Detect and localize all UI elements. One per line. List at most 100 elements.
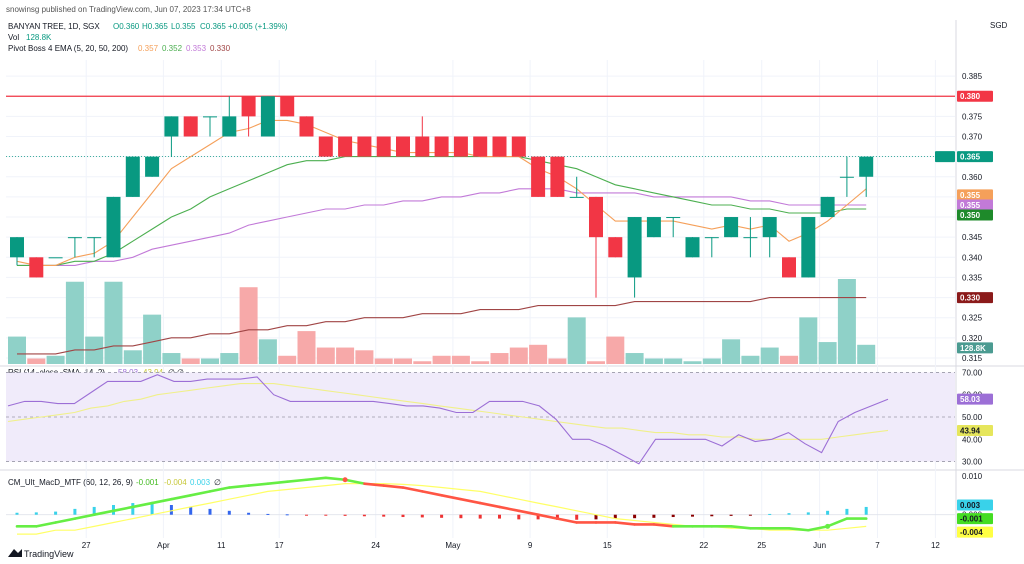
macd-histogram-bar xyxy=(671,514,675,518)
macd-histogram-bar xyxy=(440,514,444,518)
macd-line-segment xyxy=(208,486,231,493)
candle-body xyxy=(145,156,160,177)
price-axis-tick: 0.325 xyxy=(962,314,983,323)
volume-bar xyxy=(548,358,567,364)
macd-line-segment xyxy=(34,521,57,528)
macd-cross-dot xyxy=(825,523,831,529)
macd-label[interactable]: CM_Ult_MacD_MTF (60, 12, 26, 9) xyxy=(8,478,133,487)
macd-histogram-bar xyxy=(169,505,173,515)
candle-body xyxy=(820,196,835,218)
volume-bar xyxy=(837,279,856,364)
volume-bar xyxy=(471,361,490,364)
macd-line-segment xyxy=(131,501,154,509)
volume-bar xyxy=(799,317,818,364)
macd-histogram-bar xyxy=(864,506,868,515)
time-axis-tick: 24 xyxy=(371,541,380,550)
volume-bar xyxy=(587,361,605,364)
volume-bar xyxy=(606,336,625,364)
candle-body xyxy=(492,136,507,157)
candle-body xyxy=(569,196,584,198)
tradingview-logo[interactable]: TradingView xyxy=(8,549,74,559)
candle-body xyxy=(260,96,275,137)
macd-histogram-bar xyxy=(305,514,308,516)
time-axis-tick: 12 xyxy=(931,541,940,550)
price-tag-bg xyxy=(957,199,993,211)
candle-body xyxy=(839,176,854,178)
volume-bar xyxy=(65,281,84,364)
macd-histogram-bar xyxy=(652,514,656,518)
volume-bar xyxy=(27,358,46,364)
candle-body xyxy=(724,217,739,238)
candle-body xyxy=(299,116,314,137)
macd-line-segment xyxy=(787,526,810,532)
price-axis-tick: 0.375 xyxy=(962,112,983,121)
macd-histogram-bar xyxy=(73,508,77,515)
volume-bar xyxy=(567,317,586,364)
macd-histogram-bar xyxy=(806,512,810,515)
macd-histogram-bar xyxy=(633,514,637,519)
time-axis-tick: 17 xyxy=(275,541,284,550)
symbol-line[interactable]: BANYAN TREE, 1D, SGX xyxy=(8,22,100,31)
candle-body xyxy=(67,237,82,239)
macd-histogram-bar xyxy=(536,514,540,520)
macd-histogram-bar xyxy=(34,512,38,515)
candle-body xyxy=(531,156,546,197)
macd-line-segment xyxy=(459,497,482,505)
macd-histogram-bar xyxy=(247,512,251,515)
macd-line-segment xyxy=(150,497,173,505)
macd-legend: CM_Ult_MacD_MTF (60, 12, 26, 9) -0.001 -… xyxy=(8,478,221,487)
candle-body xyxy=(511,136,526,157)
macd-line-segment xyxy=(73,513,96,520)
candle-body xyxy=(376,136,391,157)
macd-histogram-bar xyxy=(92,506,96,515)
macd-histogram-bar xyxy=(478,514,482,519)
candle-body xyxy=(29,257,44,278)
rsi-tag-bg xyxy=(957,424,993,436)
macd-line-segment xyxy=(170,493,192,501)
price-legend: BANYAN TREE, 1D, SGX O0.360 H0.365 L0.35… xyxy=(8,22,288,53)
macd-signal-value: -0.004 xyxy=(164,478,187,487)
volume-bar xyxy=(413,361,432,364)
volume-bar xyxy=(336,347,355,364)
macd-histogram-bar xyxy=(189,506,193,515)
candle-body xyxy=(106,196,121,258)
volume-bar xyxy=(316,347,335,364)
published-caption: snowinsg published on TradingView.com, J… xyxy=(6,5,251,14)
ema200-value: 0.330 xyxy=(210,44,231,53)
macd-histogram-bar xyxy=(131,503,135,515)
candle-body xyxy=(222,116,237,137)
price-axis-tick: 0.335 xyxy=(962,273,983,282)
candle-body xyxy=(164,116,179,137)
candle-body xyxy=(473,136,488,157)
volume-bar xyxy=(818,342,837,364)
volume-bar xyxy=(201,358,219,364)
time-axis-tick: May xyxy=(445,541,460,550)
vol-label[interactable]: Vol xyxy=(8,33,19,42)
macd-line-segment xyxy=(498,505,521,513)
macd-cross-dot xyxy=(342,477,348,483)
volume-bar xyxy=(8,336,26,364)
ema50-line xyxy=(17,188,867,266)
tag-layer: 0.3800.3650.3550.3550.3500.330128.8K58.0… xyxy=(935,90,993,538)
price-tag-bg xyxy=(957,342,993,354)
ema50-value: 0.353 xyxy=(186,44,207,53)
time-axis-tick: Jun xyxy=(813,541,826,550)
volume-bar xyxy=(143,314,162,364)
macd-line-segment xyxy=(54,517,77,524)
macd-histogram-bar xyxy=(54,511,58,515)
candle-body xyxy=(10,237,24,258)
volume-bar xyxy=(451,355,470,364)
price-tag: 128.8K xyxy=(960,344,986,353)
macd-histogram-bar xyxy=(343,514,347,516)
candle-body xyxy=(357,136,372,157)
time-axis-tick: 25 xyxy=(757,541,766,550)
candle-body xyxy=(704,237,719,239)
price-tag-bg xyxy=(957,90,993,102)
price-tag: 0.355 xyxy=(960,201,981,210)
volume-bar xyxy=(644,358,663,364)
macd-line-segment xyxy=(401,486,424,493)
ema-label[interactable]: Pivot Boss 4 EMA (5, 20, 50, 200) xyxy=(8,44,128,53)
macd-histogram-bar xyxy=(401,514,405,518)
price-axis-tick: 0.370 xyxy=(962,133,983,142)
